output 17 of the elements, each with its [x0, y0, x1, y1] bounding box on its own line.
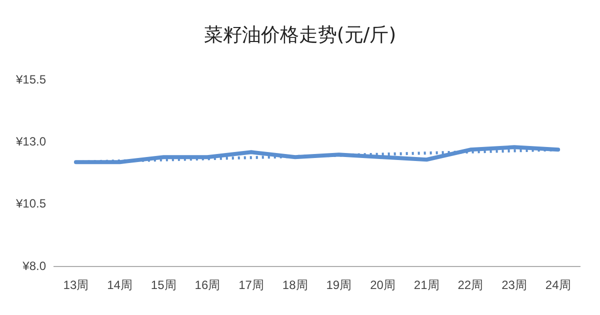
x-tick-label: 13周 — [63, 278, 89, 292]
chart-title: 菜籽油价格走势(元/斤) — [202, 23, 398, 48]
x-tick-label: 18周 — [282, 278, 308, 292]
y-tick-label: ¥13.0 — [15, 134, 46, 149]
y-tick-label: ¥15.5 — [15, 72, 46, 86]
y-tick-label: ¥10.5 — [15, 196, 46, 211]
x-tick-label: 21周 — [414, 278, 440, 292]
x-tick-label: 23周 — [502, 278, 527, 292]
x-tick-label: 20周 — [370, 278, 396, 292]
x-tick-label: 19周 — [326, 278, 352, 292]
x-tick-label: 22周 — [458, 278, 484, 292]
y-tick-label: ¥8.0 — [22, 258, 46, 273]
x-tick-label: 15周 — [150, 278, 176, 292]
x-tick-label: 14周 — [107, 278, 132, 292]
x-tick-label: 16周 — [194, 278, 220, 292]
x-tick-label: 24周 — [545, 278, 571, 292]
x-tick-label: 17周 — [238, 278, 264, 292]
